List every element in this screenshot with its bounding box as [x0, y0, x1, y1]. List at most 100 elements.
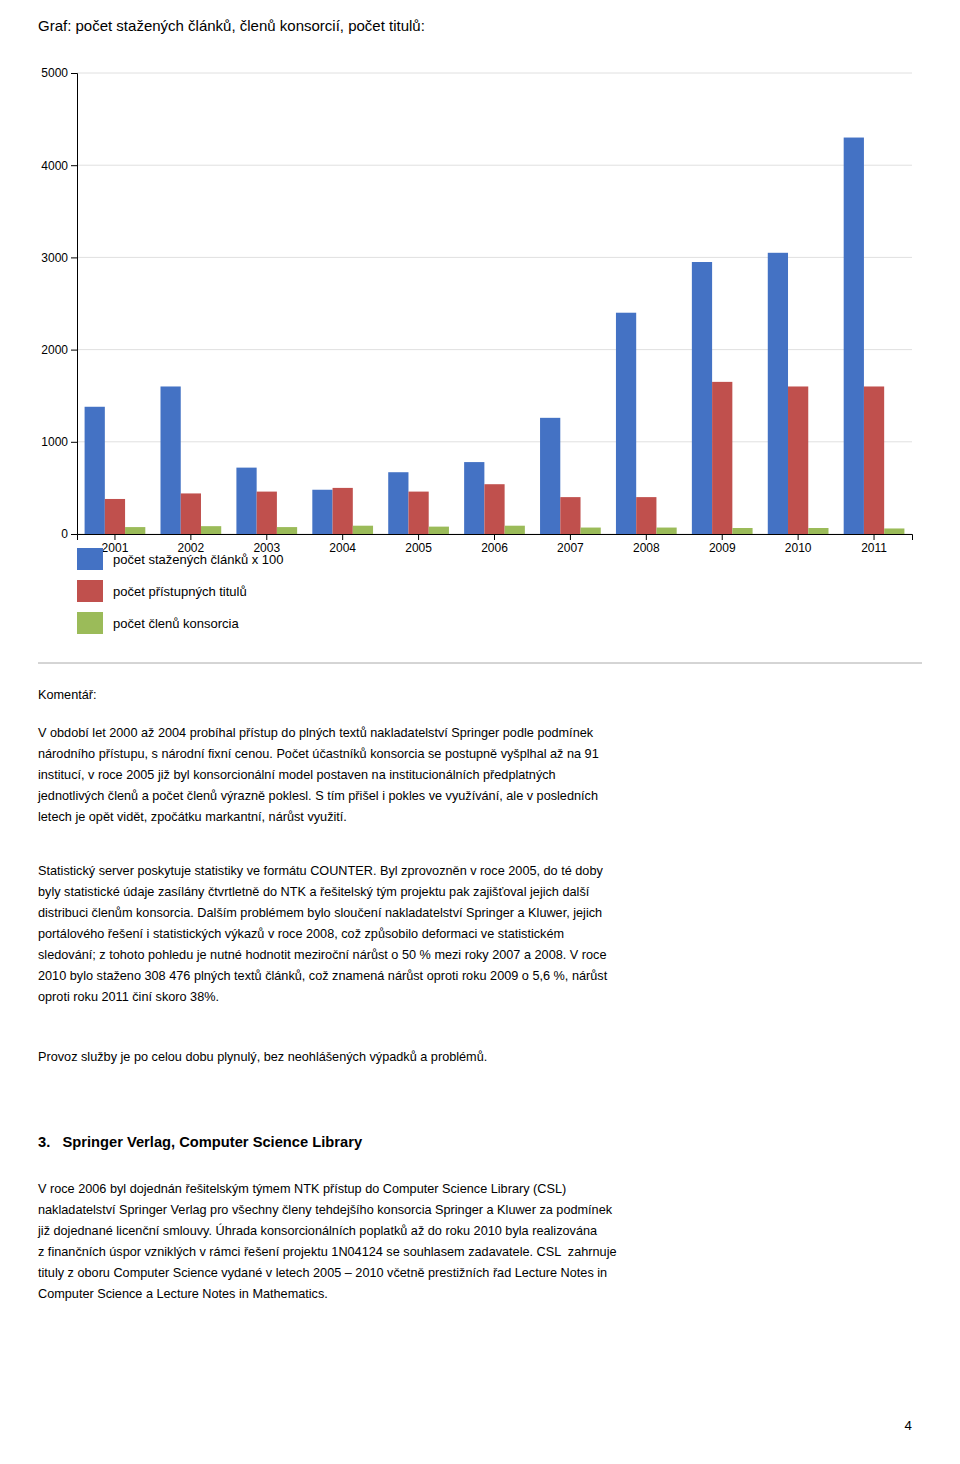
grid-line	[77, 165, 912, 166]
legend-label: počet členů konsorcia	[113, 616, 240, 631]
bar	[712, 382, 732, 534]
axis-line	[71, 74, 78, 535]
bar-series	[85, 138, 864, 534]
background	[0, 0, 960, 1464]
tick-mark	[798, 534, 799, 540]
tick-mark	[71, 442, 77, 443]
bar	[312, 490, 332, 534]
tick: 1000	[41, 435, 77, 449]
separator	[38, 663, 922, 664]
tick: 2000	[41, 343, 77, 357]
page: Graf: počet stažených článků, členů kons…	[0, 0, 960, 1464]
annotation: Provoz služby je po celou dobu plynulý, …	[38, 1050, 487, 1064]
tick: 2008	[633, 534, 660, 555]
tick: 0	[61, 527, 77, 541]
bar	[732, 528, 752, 534]
tick: 2007	[557, 534, 584, 555]
bar	[844, 138, 864, 534]
tick: 2009	[709, 534, 736, 555]
tick: 5000	[41, 66, 77, 80]
bar	[768, 253, 788, 534]
text-line: portálového řešení i statistických výkaz…	[38, 927, 564, 941]
tick-label: 2000	[41, 343, 68, 357]
tick-mark	[646, 534, 647, 540]
bar	[656, 528, 676, 534]
y-axis: 010002000300040005000	[41, 66, 77, 541]
tick-label: 2007	[557, 541, 584, 555]
tick-label: 0	[61, 527, 68, 541]
bar	[884, 528, 904, 534]
annotation: V období let 2000 až 2004 probíhal příst…	[37, 726, 599, 824]
grid	[77, 73, 912, 534]
bar	[864, 386, 884, 534]
bar	[692, 262, 712, 534]
tick-label: 2011	[861, 541, 887, 555]
text-line: V období let 2000 až 2004 probíhal příst…	[38, 726, 594, 740]
tick-mark	[874, 534, 875, 540]
tick-mark	[266, 534, 267, 540]
text-line: byly statistické údaje zasílány čtvrtlet…	[38, 885, 590, 899]
bar	[201, 526, 221, 534]
text-line: národního přístupu, s národní fixní ceno…	[38, 747, 599, 761]
tick-mark	[71, 257, 77, 258]
tick: 2004	[329, 534, 356, 555]
annotation: 3. Springer Verlag, Computer Science Lib…	[38, 1134, 363, 1150]
bar	[505, 526, 525, 534]
annotation: V roce 2006 byl dojednán řešitelským tým…	[37, 1182, 617, 1301]
bars	[85, 138, 905, 534]
bar	[353, 526, 373, 534]
tick-mark	[71, 534, 77, 535]
tick-label: 2005	[405, 541, 432, 555]
text-line: tituly z oboru Computer Science vydané v…	[38, 1266, 607, 1280]
tick-mark	[342, 534, 343, 540]
legend-item: počet přístupných titulů	[77, 580, 247, 602]
text-line: sledování; z tohoto pohledu je nutné hod…	[38, 948, 606, 962]
axis-line	[78, 535, 913, 541]
bar	[125, 527, 145, 534]
bar	[277, 527, 297, 534]
tick-label: 2010	[785, 541, 812, 555]
bar	[333, 488, 353, 534]
tick-mark	[494, 534, 495, 540]
bar	[161, 386, 181, 534]
bar	[484, 484, 504, 534]
bar	[560, 497, 580, 534]
text-line: distribuci členům konsorcia. Dalším prob…	[38, 906, 602, 920]
text-line: z finančních úspor vzniklých v rámci řeš…	[38, 1245, 617, 1259]
text-line: nakladatelství Springer Verlag pro všech…	[38, 1203, 613, 1217]
bar	[616, 313, 636, 534]
text-line: institucí, v roce 2005 již byl konsorcio…	[38, 768, 556, 782]
legend-swatch	[77, 580, 103, 602]
bar	[808, 528, 828, 534]
tick: 2011	[861, 534, 887, 555]
bar-series	[105, 382, 884, 534]
legend-item: počet členů konsorcia	[77, 612, 240, 634]
tick-mark	[190, 534, 191, 540]
text-line: 4	[905, 1418, 912, 1433]
tick-mark	[114, 534, 115, 540]
bar	[236, 468, 256, 534]
bar	[105, 499, 125, 534]
tick-mark	[722, 534, 723, 540]
tick-mark	[71, 350, 77, 351]
text-line: Provoz služby je po celou dobu plynulý, …	[38, 1050, 487, 1064]
text-line: Komentář:	[38, 688, 97, 702]
bar	[788, 386, 808, 534]
annotation: Komentář:	[38, 688, 97, 702]
tick: 2010	[785, 534, 812, 555]
text-line: V roce 2006 byl dojednán řešitelským tým…	[38, 1182, 566, 1196]
bar	[85, 407, 105, 534]
tick-mark	[71, 73, 77, 74]
text-line: Computer Science a Lecture Notes in Math…	[38, 1287, 328, 1301]
bar	[181, 493, 201, 534]
text-line: letech je opět vidět, zpočátku markantní…	[38, 810, 347, 824]
text-line: 2010 bylo staženo 308 476 plných textů č…	[38, 969, 608, 983]
legend-swatch	[77, 612, 103, 634]
bar	[408, 492, 428, 534]
tick: 2005	[405, 534, 432, 555]
bar-series	[125, 526, 904, 534]
bar	[257, 492, 277, 534]
annotation: Statistický server poskytuje statistiky …	[38, 864, 608, 1004]
tick-mark	[71, 165, 77, 166]
legend-label: počet přístupných titulů	[113, 584, 247, 599]
